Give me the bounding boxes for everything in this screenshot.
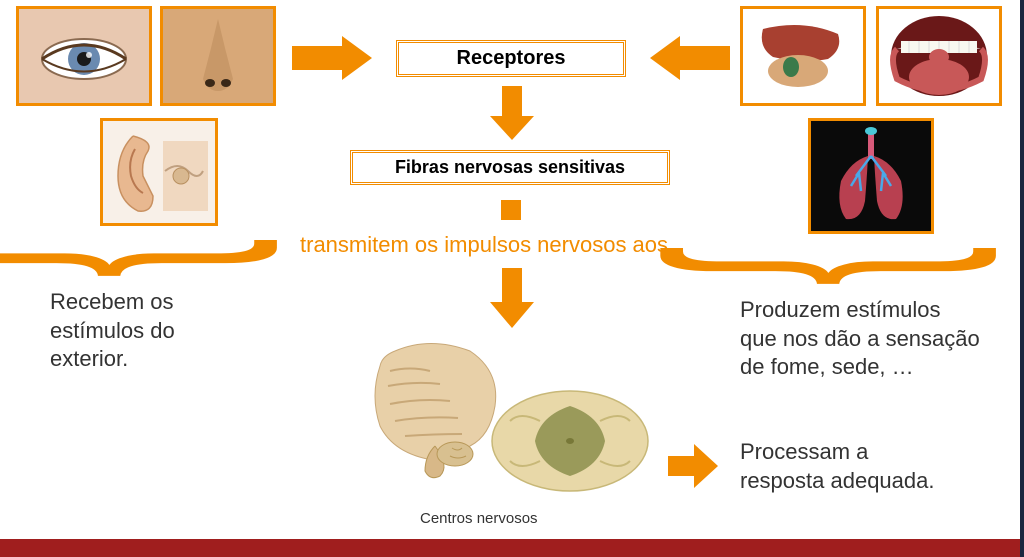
arrow-left-to-receptores bbox=[292, 36, 372, 80]
arrow-down-to-brain bbox=[490, 268, 534, 328]
footer-bar bbox=[0, 539, 1020, 557]
arrow-down-to-fibras bbox=[490, 86, 534, 140]
receptores-box: Receptores bbox=[396, 40, 626, 77]
liver-image bbox=[740, 6, 866, 106]
brain-image bbox=[340, 326, 660, 506]
mouth-image bbox=[876, 6, 1002, 106]
lungs-image bbox=[808, 118, 934, 234]
centros-label: Centros nervosos bbox=[420, 510, 538, 527]
arrow-to-process bbox=[668, 444, 718, 488]
fibras-box: Fibras nervosas sensitivas bbox=[350, 150, 670, 185]
eye-image bbox=[16, 6, 152, 106]
arrow-right-to-receptores bbox=[650, 36, 730, 80]
receptores-label: Receptores bbox=[457, 47, 566, 69]
right-caption: Produzem estímulos que nos dão a sensaçã… bbox=[740, 296, 980, 382]
transmit-text: transmitem os impulsos nervosos aos bbox=[300, 232, 668, 258]
left-caption: Recebem os estímulos do exterior. bbox=[50, 288, 175, 374]
ear-image bbox=[100, 118, 218, 226]
fibras-label: Fibras nervosas sensitivas bbox=[395, 157, 625, 177]
square-marker bbox=[501, 200, 521, 220]
process-caption: Processam a resposta adequada. bbox=[740, 438, 935, 495]
nose-image bbox=[160, 6, 276, 106]
